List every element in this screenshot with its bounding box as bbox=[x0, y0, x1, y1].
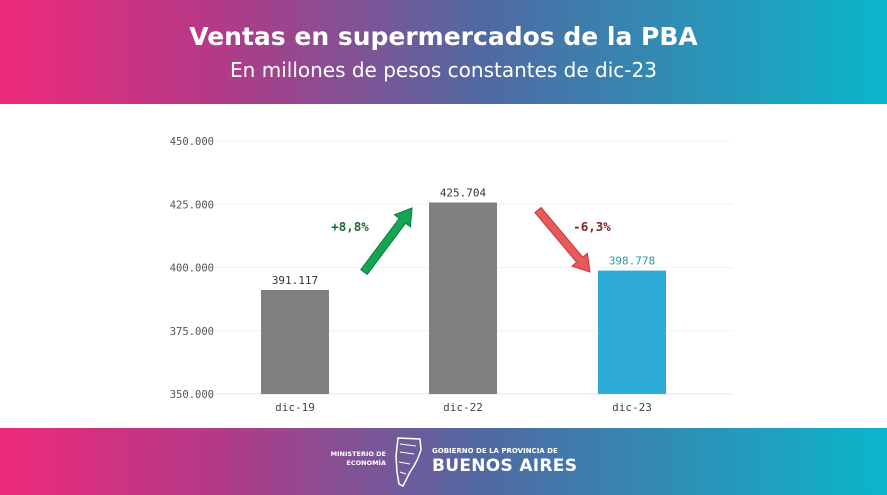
bar-chart: 350.000 375.000 400.000 425.000 450.000 391.1… bbox=[170, 136, 732, 414]
y-tick-label: 350.000 bbox=[170, 389, 214, 401]
province-label: BUENOS AIRES bbox=[432, 456, 578, 476]
bar-dic-23 bbox=[598, 270, 666, 394]
chart-subtitle: En millones de pesos constantes de dic-2… bbox=[230, 58, 657, 82]
growth-annotation: +8,8% bbox=[331, 219, 369, 234]
footer-banner bbox=[0, 428, 887, 495]
y-tick-label: 425.000 bbox=[170, 199, 214, 211]
y-tick-label: 400.000 bbox=[170, 263, 214, 275]
value-label: 391.117 bbox=[272, 274, 318, 287]
y-tick-label: 375.000 bbox=[170, 326, 214, 338]
arrow-up-icon bbox=[360, 207, 413, 276]
ministry-label: MINISTERIO DE ECONOMÍA bbox=[330, 450, 386, 467]
province-map-icon bbox=[395, 437, 422, 488]
value-label: 425.704 bbox=[440, 186, 487, 199]
header-banner: Ventas en supermercados de la PBA En mil… bbox=[0, 0, 887, 104]
bar-dic-19 bbox=[261, 289, 329, 394]
bar-dic-22 bbox=[429, 202, 497, 394]
chart-title: Ventas en supermercados de la PBA bbox=[189, 22, 698, 51]
decline-annotation: -6,3% bbox=[573, 219, 611, 234]
x-tick-label: dic-23 bbox=[612, 401, 652, 414]
government-text-block: GOBIERNO DE LA PROVINCIA DE BUENOS AIRES bbox=[432, 447, 577, 476]
arrow-down-icon bbox=[534, 206, 591, 273]
government-label: GOBIERNO DE LA PROVINCIA DE bbox=[432, 447, 558, 455]
government-logo: MINISTERIO DE ECONOMÍA GOBIERNO DE LA PR… bbox=[322, 434, 577, 490]
value-label: 398.778 bbox=[609, 255, 655, 268]
x-tick-label: dic-19 bbox=[275, 401, 315, 414]
x-tick-label: dic-22 bbox=[443, 401, 483, 414]
y-tick-label: 450.000 bbox=[170, 136, 214, 148]
